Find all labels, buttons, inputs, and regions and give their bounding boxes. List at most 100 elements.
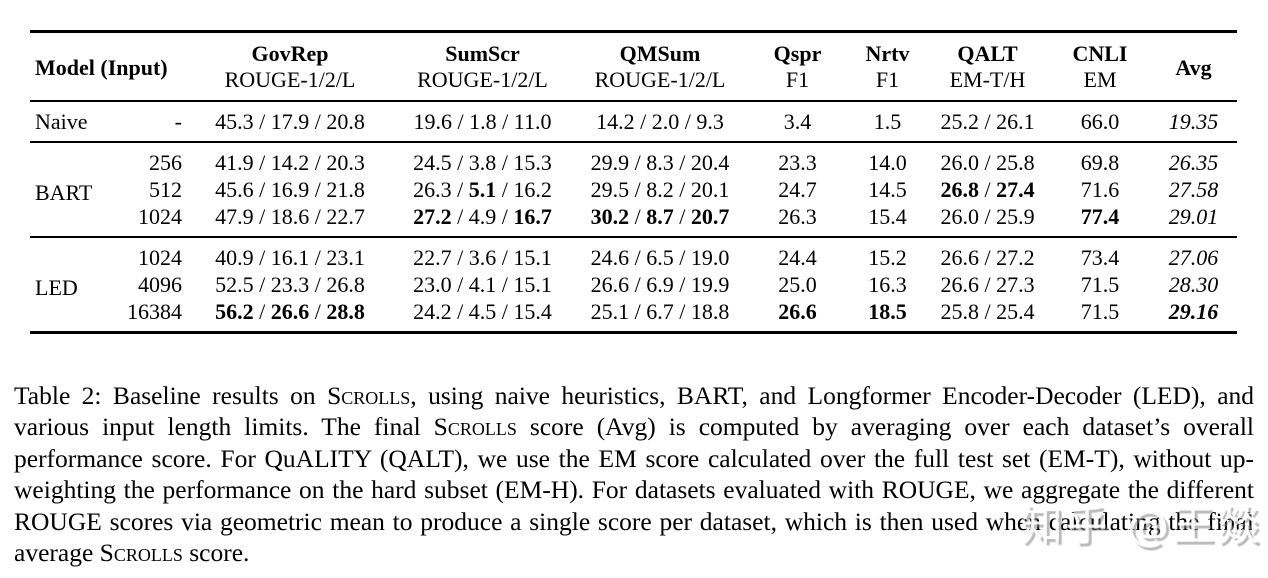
cell-nrtv: 14.0 bbox=[850, 142, 925, 176]
value: 25.0 bbox=[778, 272, 817, 297]
column-subtitle: ROUGE-1/2/L bbox=[224, 67, 356, 92]
value: 15.4 bbox=[513, 299, 552, 324]
cell-qmsum: 30.2 / 8.7 / 20.7 bbox=[590, 204, 730, 229]
value: 4.1 bbox=[468, 272, 497, 297]
column-header-model-input: Model (Input) bbox=[35, 54, 168, 80]
column-title: SumScr bbox=[445, 41, 520, 66]
cell-nrtv: 18.5 bbox=[850, 298, 925, 333]
value: 26.6 bbox=[590, 272, 630, 297]
value: 24.4 bbox=[778, 245, 817, 270]
value: 3.6 bbox=[468, 245, 497, 270]
cell-govrep: 41.9 / 14.2 / 20.3 bbox=[215, 150, 365, 175]
value: 40.9 bbox=[215, 245, 254, 270]
caption-text: Table 2: Baseline results on bbox=[14, 380, 328, 410]
value: 45.3 bbox=[215, 109, 254, 134]
cell-cnli: 77.4 bbox=[1050, 203, 1150, 237]
value: 11.0 bbox=[513, 109, 552, 134]
cell-qspr: 25.0 bbox=[745, 271, 850, 298]
cell-qspr: 24.4 bbox=[745, 237, 850, 271]
value: 25.8 bbox=[996, 150, 1035, 175]
value: 15.3 bbox=[513, 150, 552, 175]
value: 20.1 bbox=[690, 177, 730, 202]
table-row: 16384 56.2 / 26.6 / 28.8 24.2 / 4.5 / 15.4… bbox=[30, 298, 1237, 333]
value: 19.9 bbox=[690, 272, 730, 297]
value: 27.4 bbox=[996, 177, 1035, 202]
cell-nrtv: 1.5 bbox=[850, 101, 925, 142]
value: 14.2 bbox=[270, 150, 310, 175]
cell-input: 1024 bbox=[138, 245, 182, 270]
cell-govrep: 47.9 / 18.6 / 22.7 bbox=[215, 204, 365, 229]
value: 27.2 bbox=[996, 245, 1035, 270]
cell-avg: 27.58 bbox=[1150, 176, 1237, 203]
value: 26.3 bbox=[778, 204, 817, 229]
cell-qspr: 24.7 bbox=[745, 176, 850, 203]
cell-model: LED bbox=[35, 275, 78, 300]
value: 2.0 bbox=[651, 109, 680, 134]
value: 3.8 bbox=[468, 150, 497, 175]
cell-qalt: 25.8 / 25.4 bbox=[940, 299, 1035, 324]
cell-input: 256 bbox=[149, 150, 182, 175]
value: 4.5 bbox=[468, 299, 497, 324]
value: 29.01 bbox=[1168, 204, 1219, 229]
value: 19.0 bbox=[690, 245, 730, 270]
cell-sumscr: 22.7 / 3.6 / 15.1 bbox=[413, 245, 552, 270]
column-title: Qspr bbox=[773, 41, 822, 66]
cell-qmsum: 26.6 / 6.9 / 19.9 bbox=[590, 272, 730, 297]
value: 3.4 bbox=[783, 109, 812, 134]
value: 22.7 bbox=[326, 204, 365, 229]
value: 4.9 bbox=[468, 204, 497, 229]
value: 22.7 bbox=[413, 245, 452, 270]
value: 6.7 bbox=[646, 299, 674, 324]
value: 20.8 bbox=[326, 109, 365, 134]
value: 14.0 bbox=[868, 150, 907, 175]
column-header-nrtv: Nrtv F1 bbox=[850, 32, 925, 102]
value: 16.1 bbox=[270, 245, 310, 270]
model-group-naive: Naive - 45.3 / 17.9 / 20.8 19.6 / 1.8 / 11.… bbox=[30, 101, 1237, 142]
cell-nrtv: 15.2 bbox=[850, 237, 925, 271]
value: 26.6 bbox=[778, 299, 817, 324]
value: 26.6 bbox=[940, 245, 979, 270]
smallcaps-text: Scrolls bbox=[99, 538, 183, 567]
caption-text: , using naive heuristics, BART, and Long… bbox=[14, 380, 1255, 442]
table-header-row: Model (Input) GovRep ROUGE-1/2/L SumScr ROUG… bbox=[30, 32, 1237, 102]
cell-qalt: 26.0 / 25.9 bbox=[940, 204, 1035, 229]
value: 27.06 bbox=[1168, 245, 1219, 270]
cell-cnli: 71.6 bbox=[1050, 176, 1150, 203]
cell-avg: 19.35 bbox=[1150, 101, 1237, 142]
model-group-bart: BART 256 41.9 / 14.2 / 20.3 24.5 / 3.8 / 15… bbox=[30, 142, 1237, 237]
column-subtitle: ROUGE-1/2/L bbox=[594, 67, 726, 92]
value: 19.6 bbox=[413, 109, 453, 134]
cell-qspr: 3.4 bbox=[745, 101, 850, 142]
value: 24.5 bbox=[413, 150, 452, 175]
smallcaps-text: Scrolls bbox=[327, 380, 411, 410]
value: 25.4 bbox=[996, 299, 1035, 324]
value: 23.1 bbox=[326, 245, 365, 270]
value: 17.9 bbox=[270, 109, 310, 134]
cell-qalt: 25.2 / 26.1 bbox=[940, 109, 1035, 134]
value: 25.9 bbox=[996, 204, 1035, 229]
value: 71.5 bbox=[1080, 272, 1120, 297]
cell-sumscr: 24.5 / 3.8 / 15.3 bbox=[413, 150, 552, 175]
value: 29.5 bbox=[590, 177, 630, 202]
column-title: Nrtv bbox=[865, 41, 910, 66]
value: 52.5 bbox=[215, 272, 254, 297]
value: 16.9 bbox=[270, 177, 310, 202]
value: 23.3 bbox=[270, 272, 310, 297]
cell-sumscr: 23.0 / 4.1 / 15.1 bbox=[413, 272, 552, 297]
column-header-sumscr: SumScr ROUGE-1/2/L bbox=[390, 32, 575, 102]
cell-govrep: 45.6 / 16.9 / 21.8 bbox=[215, 177, 365, 202]
cell-input: 4096 bbox=[138, 272, 182, 297]
value: 5.1 bbox=[468, 177, 497, 202]
value: 16.3 bbox=[868, 272, 907, 297]
value: 15.2 bbox=[868, 245, 907, 270]
value: 26.1 bbox=[996, 109, 1035, 134]
column-header-cnli: CNLI EM bbox=[1050, 32, 1150, 102]
value: 30.2 bbox=[590, 204, 630, 229]
cell-qalt: 26.0 / 25.8 bbox=[940, 150, 1035, 175]
value: 24.2 bbox=[413, 299, 452, 324]
cell-avg: 27.06 bbox=[1150, 237, 1237, 271]
value: 16.2 bbox=[513, 177, 552, 202]
table-row: 1024 47.9 / 18.6 / 22.7 27.2 / 4.9 / 16.7 3… bbox=[30, 203, 1237, 237]
value: 23.0 bbox=[413, 272, 452, 297]
caption-text: score. bbox=[182, 538, 250, 567]
